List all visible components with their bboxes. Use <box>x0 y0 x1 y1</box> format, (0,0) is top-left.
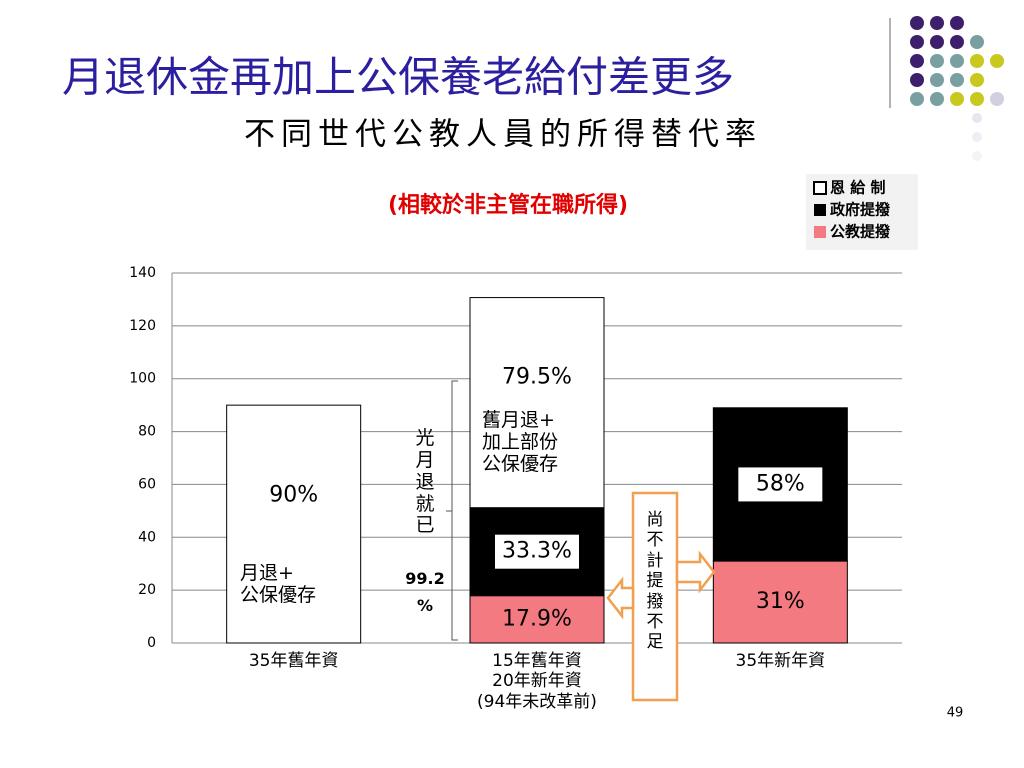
arrow-right <box>675 550 716 594</box>
page-title: 月退休金再加上公保養老給付差更多 <box>62 53 734 102</box>
legend-label: 公教提撥 <box>830 223 891 241</box>
page-number: 49 <box>947 706 964 721</box>
label-bg <box>495 534 579 569</box>
annotation: 99.2 % <box>405 569 445 616</box>
value-label: 58% <box>756 471 805 496</box>
value-label: 79.5% <box>502 364 572 389</box>
y-tick-label: 0 <box>147 635 156 651</box>
annotation: 光 月 退 就 已 <box>415 427 435 537</box>
y-tick-label: 140 <box>129 265 156 281</box>
value-label: 90% <box>269 483 318 508</box>
bar-segment <box>712 560 848 644</box>
annotation: 月退+ 公保優存 <box>240 562 317 606</box>
y-tick-label: 120 <box>129 318 156 334</box>
y-tick-label: 100 <box>129 371 156 387</box>
legend-swatch <box>813 181 827 195</box>
arrow-left <box>606 576 635 620</box>
y-tick-label: 60 <box>138 476 156 492</box>
bar-segment <box>469 297 605 509</box>
decoration <box>889 16 1004 161</box>
annotation: 舊月退+ 加上部份 公保優存 <box>482 409 559 475</box>
legend-swatch <box>814 204 826 216</box>
y-tick-label: 20 <box>138 582 156 598</box>
page-subtitle: 不同世代公教人員的所得替代率 <box>244 117 762 153</box>
x-tick-label: 35年新年資 <box>735 651 826 671</box>
bar-segment <box>469 595 605 644</box>
bracket <box>446 380 458 641</box>
y-tick-label: 80 <box>138 424 156 440</box>
annotation: 尚 不 計 提 撥 不 足 <box>646 510 664 653</box>
y-tick-label: 40 <box>138 529 156 545</box>
value-label: 33.3% <box>502 539 572 564</box>
legend-label: 恩 給 制 <box>830 179 885 197</box>
chart-title: (相較於非主管在職所得) <box>388 192 628 218</box>
value-label: 17.9% <box>502 606 572 631</box>
legend-label: 政府提撥 <box>830 201 891 219</box>
label-bg <box>738 467 823 502</box>
x-tick-label: 15年舊年資 20年新年資 (94年未改革前) <box>477 651 597 712</box>
bar-segment <box>226 404 362 644</box>
value-label: 31% <box>756 589 805 614</box>
legend-swatch <box>814 226 826 238</box>
x-tick-label: 35年舊年資 <box>248 651 339 671</box>
